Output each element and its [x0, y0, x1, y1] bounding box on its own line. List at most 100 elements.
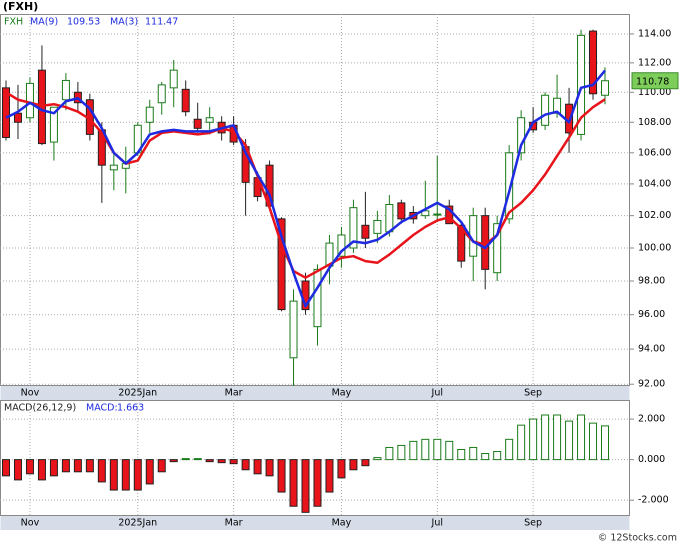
candle-body — [373, 219, 382, 234]
y-tick-label: 92.00 — [638, 379, 665, 390]
macd-bar — [373, 457, 382, 461]
macd-bar — [385, 446, 394, 461]
candle-body — [13, 112, 22, 123]
macd-bar — [397, 444, 406, 461]
x-axis-strip — [0, 516, 630, 530]
ma-line — [5, 91, 606, 279]
macd-bar — [433, 438, 442, 461]
y-tick-label: 102.00 — [638, 210, 671, 221]
macd-bar — [481, 453, 490, 461]
macd-bar — [37, 459, 46, 481]
legend-symbol: FXH — [4, 17, 23, 28]
macd-bar — [517, 424, 526, 461]
macd-bar — [265, 459, 274, 477]
macd-bar — [589, 422, 598, 461]
x-tick-label: Nov — [21, 518, 40, 529]
macd-bar — [469, 446, 478, 461]
x-tick-label: May — [332, 518, 352, 529]
candle-body — [385, 203, 394, 233]
macd-bar — [25, 459, 34, 475]
candle-body — [157, 84, 166, 104]
y-tick-label: 112.00 — [638, 57, 671, 68]
x-tick-label: Jul — [431, 518, 443, 529]
x-tick-label: Mar — [225, 388, 243, 399]
candle-body — [361, 224, 370, 239]
macd-bar — [133, 459, 142, 491]
y-tick-label: 108.00 — [638, 117, 671, 128]
y-tick-label: 2.000 — [638, 414, 665, 425]
x-axis-strip — [0, 386, 630, 400]
y-tick-label: 110.00 — [638, 87, 671, 98]
candle-body — [193, 118, 202, 129]
macd-bar — [241, 459, 250, 471]
macd-bar — [505, 438, 514, 461]
legend-label: MACD: — [86, 403, 118, 414]
macd-bar — [541, 414, 550, 461]
candle-body — [493, 223, 502, 274]
y-tick-label: 104.00 — [638, 178, 671, 189]
candle-body — [589, 30, 598, 95]
ma-line — [5, 69, 606, 308]
candle-body — [433, 213, 442, 216]
macd-bar — [145, 459, 154, 485]
macd-bar — [601, 425, 609, 461]
candle-body — [517, 117, 526, 154]
candle-body — [313, 268, 322, 328]
y-tick-label: 98.00 — [638, 276, 665, 287]
price-tag — [631, 72, 679, 90]
macd-bar — [277, 459, 286, 493]
footer: © 12Stocks.com — [598, 533, 677, 544]
legend-value: 111.47 — [145, 17, 178, 28]
candle-body — [577, 34, 586, 135]
macd-bar — [121, 459, 130, 491]
candle-body — [109, 164, 118, 171]
candle-body — [25, 82, 34, 119]
macd-bar — [193, 458, 202, 461]
candle-body — [457, 224, 466, 262]
macd-bar — [565, 420, 574, 461]
macd-bar — [301, 459, 310, 513]
x-tick-label: Mar — [225, 518, 243, 529]
macd-bar — [169, 459, 178, 463]
candle-body — [541, 94, 550, 126]
macd-bar — [529, 418, 538, 461]
legend-label: MA(9) — [30, 17, 58, 28]
candle-body — [181, 88, 190, 113]
macd-bar — [289, 459, 298, 507]
candle-body — [337, 234, 346, 257]
candle-body — [505, 152, 514, 220]
chart-title: (FXH) — [3, 0, 38, 13]
macd-bar — [325, 459, 334, 493]
y-tick-label: -2.000 — [638, 495, 669, 506]
macd-bar — [493, 451, 502, 461]
candle-body — [49, 106, 58, 143]
price-tag-label: 110.78 — [636, 76, 669, 87]
candle-body — [601, 80, 609, 96]
macd-bar — [553, 414, 562, 461]
macd-bar — [85, 459, 94, 473]
macd-bar — [361, 459, 370, 467]
macd-bar — [13, 459, 22, 481]
candle-body — [205, 117, 214, 123]
macd-bar — [49, 459, 58, 477]
x-tick-label: 2025Jan — [118, 388, 157, 399]
candle-body — [421, 210, 430, 217]
candle-body — [61, 79, 70, 101]
x-tick-label: 2025Jan — [118, 518, 157, 529]
macd-bar — [73, 459, 82, 473]
x-tick-label: Jul — [431, 388, 443, 399]
macd-bar — [349, 459, 358, 471]
candle-body — [145, 106, 154, 123]
y-tick-label: 114.00 — [638, 28, 671, 39]
macd-bar — [157, 459, 166, 473]
candle-body — [349, 207, 358, 249]
legend-value: 1.663 — [117, 403, 144, 414]
macd-bar — [229, 459, 238, 465]
candle-body — [445, 205, 454, 225]
macd-bar — [409, 440, 418, 461]
candle-body — [289, 300, 298, 359]
candle-body — [2, 87, 10, 138]
legend-label: MA(3) — [110, 17, 138, 28]
macd-bar — [61, 459, 70, 473]
